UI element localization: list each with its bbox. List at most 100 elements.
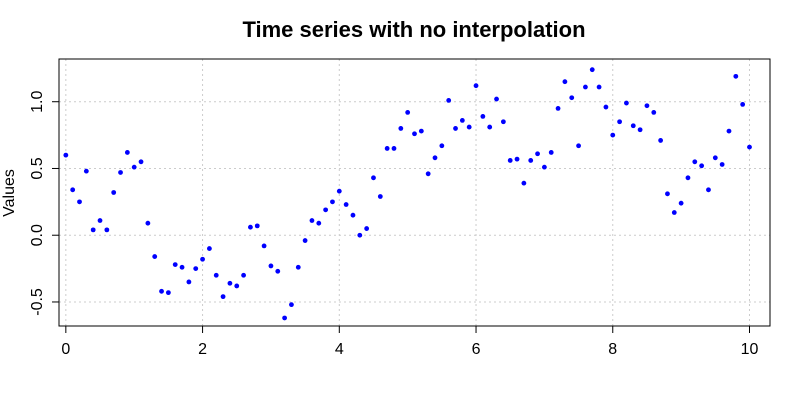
data-point xyxy=(712,155,718,161)
data-point xyxy=(576,143,581,149)
data-point xyxy=(637,127,643,133)
data-point xyxy=(446,97,452,103)
data-point xyxy=(658,138,664,143)
data-point xyxy=(83,168,89,174)
data-point xyxy=(528,158,534,163)
data-point xyxy=(159,288,164,294)
data-point xyxy=(384,146,390,151)
data-point xyxy=(610,132,616,138)
data-point xyxy=(398,126,404,131)
data-point xyxy=(466,124,472,130)
data-point xyxy=(596,84,602,90)
data-point xyxy=(459,118,465,123)
data-point xyxy=(179,264,185,270)
data-point xyxy=(405,110,411,115)
data-point xyxy=(541,164,547,170)
data-point xyxy=(357,232,363,238)
data-point xyxy=(118,170,123,175)
data-point xyxy=(309,218,315,223)
data-point xyxy=(473,83,479,89)
data-point xyxy=(316,220,322,226)
data-point xyxy=(172,262,178,267)
data-point xyxy=(439,143,445,149)
data-point xyxy=(548,150,554,155)
chart-title: Time series with no interpolation xyxy=(242,17,585,42)
data-point xyxy=(302,238,308,243)
data-point xyxy=(165,290,171,296)
data-point xyxy=(124,150,130,155)
y-tick-label: -0.5 xyxy=(29,288,46,316)
data-point xyxy=(63,152,69,158)
data-point xyxy=(685,175,691,181)
data-point xyxy=(630,123,636,129)
y-axis: -0.5 0.0 0.5 1.0 xyxy=(29,91,60,316)
data-point xyxy=(220,294,226,300)
data-point xyxy=(651,110,657,115)
y-axis-label: Values xyxy=(1,169,18,217)
data-point xyxy=(282,315,288,321)
data-point xyxy=(90,227,96,233)
data-point xyxy=(234,283,240,289)
x-tick-label: 2 xyxy=(198,341,207,358)
data-point xyxy=(624,100,629,106)
data-point xyxy=(207,246,212,251)
y-tick-label: 0.0 xyxy=(29,224,46,246)
data-point xyxy=(671,210,677,215)
data-point xyxy=(391,146,397,151)
data-point xyxy=(275,268,281,274)
data-point xyxy=(268,263,274,269)
data-point xyxy=(453,126,458,131)
data-point xyxy=(138,159,144,165)
data-point xyxy=(193,266,199,271)
data-point xyxy=(152,254,158,259)
data-point xyxy=(364,226,370,231)
data-point xyxy=(507,158,513,163)
data-point xyxy=(740,101,746,107)
x-tick-label: 0 xyxy=(61,341,70,358)
x-tick-label: 8 xyxy=(608,341,617,358)
x-tick-label: 6 xyxy=(472,341,481,358)
data-point xyxy=(747,144,752,150)
data-point xyxy=(295,264,301,270)
data-point xyxy=(678,200,684,206)
data-point xyxy=(521,180,527,186)
data-point xyxy=(425,171,431,177)
data-point xyxy=(603,104,609,110)
data-point xyxy=(70,187,76,193)
data-point xyxy=(323,207,329,213)
data-point xyxy=(555,105,561,111)
data-point xyxy=(371,175,376,181)
data-point xyxy=(480,114,486,119)
data-point xyxy=(699,163,705,169)
data-point xyxy=(241,272,246,278)
data-point xyxy=(227,280,233,286)
data-point xyxy=(248,224,253,230)
data-point xyxy=(589,67,595,73)
data-point xyxy=(200,256,205,262)
y-tick-label: 1.0 xyxy=(29,91,46,113)
data-point xyxy=(733,73,739,79)
data-point xyxy=(213,272,219,278)
data-point xyxy=(583,84,588,90)
x-tick-label: 10 xyxy=(741,341,759,358)
data-point xyxy=(665,191,670,197)
data-point xyxy=(412,131,417,137)
data-point xyxy=(562,79,568,85)
data-point xyxy=(494,96,499,102)
data-point xyxy=(97,218,103,223)
data-point xyxy=(432,155,438,161)
x-tick-label: 4 xyxy=(335,341,344,358)
data-points xyxy=(63,67,752,321)
x-axis: 0 2 4 6 8 10 xyxy=(61,325,759,358)
data-point xyxy=(254,223,260,229)
data-point xyxy=(343,202,349,207)
data-point xyxy=(535,151,540,157)
data-point xyxy=(350,212,356,218)
data-point xyxy=(186,279,192,285)
data-point xyxy=(514,156,520,162)
data-point xyxy=(336,188,342,194)
data-point xyxy=(500,119,506,125)
grid xyxy=(59,59,770,326)
